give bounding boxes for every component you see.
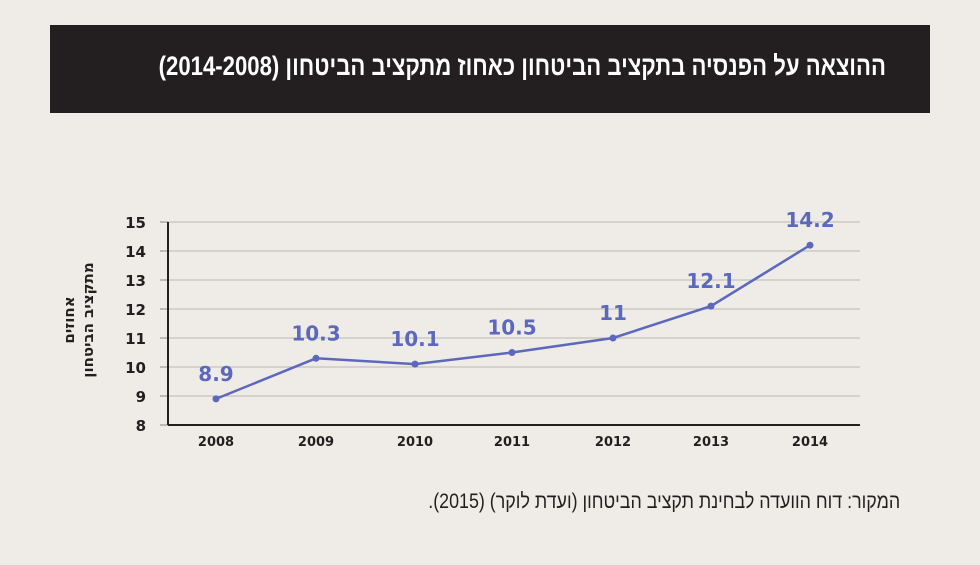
y-tick-label: 10 bbox=[125, 359, 146, 377]
x-tick-label: 2009 bbox=[298, 435, 334, 450]
x-tick-label: 2008 bbox=[198, 435, 234, 450]
data-label: 10.5 bbox=[487, 316, 536, 340]
y-tick-label: 12 bbox=[125, 301, 146, 319]
y-tick-label: 14 bbox=[125, 243, 146, 261]
x-tick-label: 2013 bbox=[693, 435, 729, 450]
x-tick-label: 2011 bbox=[494, 435, 530, 450]
data-point bbox=[707, 302, 715, 310]
y-tick-label: 8 bbox=[136, 417, 146, 435]
x-tick-label: 2014 bbox=[792, 435, 828, 450]
data-point bbox=[508, 349, 516, 356]
data-label: 11 bbox=[599, 301, 627, 325]
data-point bbox=[411, 360, 419, 368]
data-label: 8.9 bbox=[198, 362, 233, 386]
data-label: 10.3 bbox=[291, 321, 340, 345]
x-tick-label: 2012 bbox=[595, 435, 631, 450]
y-tick-label: 15 bbox=[125, 214, 146, 232]
x-tick-label: 2010 bbox=[397, 435, 433, 450]
data-label: 10.1 bbox=[390, 327, 439, 351]
y-tick-label: 13 bbox=[125, 272, 146, 290]
data-point bbox=[806, 241, 814, 249]
title-bar: ההוצאה על הפנסיה בתקציב הביטחון כאחוז מת… bbox=[50, 25, 930, 113]
y-tick-label: 11 bbox=[125, 330, 146, 348]
source-note: המקור: דוח הוועדה לבחינת תקציב הביטחון (… bbox=[428, 490, 900, 513]
data-point bbox=[212, 395, 220, 403]
chart-title: ההוצאה על הפנסיה בתקציב הביטחון כאחוז מת… bbox=[158, 51, 886, 81]
data-point bbox=[312, 354, 320, 362]
data-label: 12.1 bbox=[686, 269, 735, 293]
data-label: 14.2 bbox=[785, 208, 834, 232]
y-tick-label: 9 bbox=[136, 388, 146, 406]
data-point bbox=[609, 334, 617, 342]
